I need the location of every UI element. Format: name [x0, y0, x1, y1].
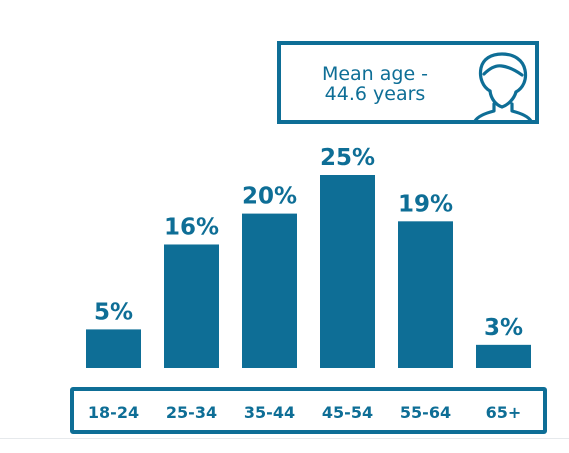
person-head-icon: [473, 52, 533, 123]
value-label-35-44: 20%: [242, 184, 297, 210]
value-label-65+: 3%: [484, 315, 523, 341]
mean-age-callout: Mean age - 44.6 years: [277, 41, 539, 124]
value-label-45-54: 25%: [320, 145, 375, 171]
category-label-18-24: 18-24: [88, 403, 139, 422]
category-label-55-64: 55-64: [400, 403, 451, 422]
bar-35-44: [242, 213, 297, 368]
value-label-25-34: 16%: [164, 214, 219, 240]
value-label-55-64: 19%: [398, 191, 453, 217]
bar-55-64: [398, 221, 453, 368]
bar-45-54: [320, 175, 375, 368]
category-label-25-34: 25-34: [166, 403, 217, 422]
value-label-18-24: 5%: [94, 299, 133, 325]
divider-line: [0, 438, 569, 439]
bar-18-24: [86, 329, 141, 368]
category-label-35-44: 35-44: [244, 403, 295, 422]
mean-age-value: 44.6 years: [324, 83, 426, 105]
mean-age-label: Mean age -: [321, 63, 429, 85]
age-category-frame: [70, 387, 547, 434]
category-label-45-54: 45-54: [322, 403, 373, 422]
mean-age-text: Mean age - 44.6 years: [295, 64, 455, 104]
category-label-65+: 65+: [486, 403, 522, 422]
bar-65+: [476, 344, 531, 368]
bar-25-34: [164, 244, 219, 368]
